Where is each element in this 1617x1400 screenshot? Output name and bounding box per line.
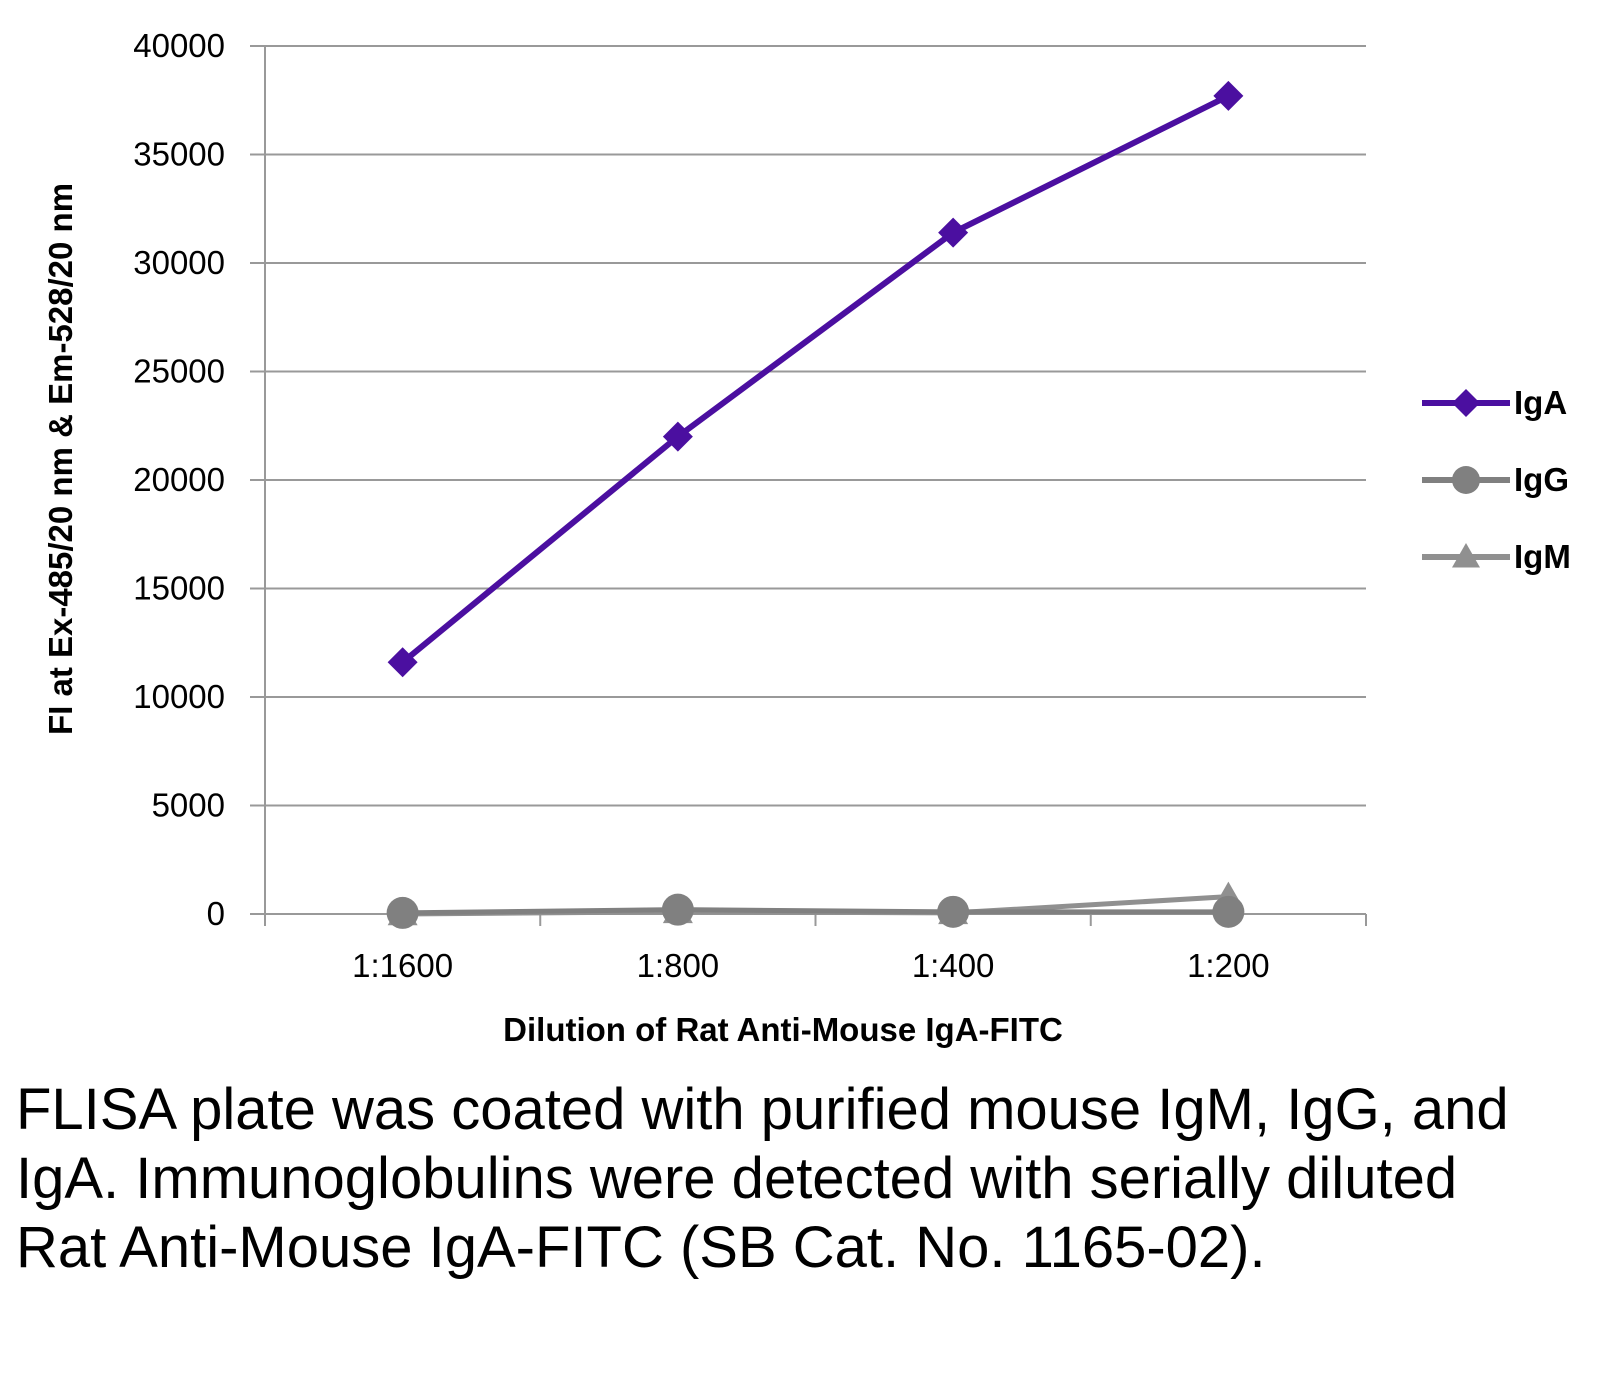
series-layer <box>386 80 1245 929</box>
data-point-igg <box>386 896 419 929</box>
y-axis-title: FI at Ex-485/20 nm & Em-528/20 nm <box>42 183 79 735</box>
figure-caption: FLISA plate was coated with purified mou… <box>16 1077 1509 1280</box>
legend-label-igg: IgG <box>1514 461 1569 498</box>
legend-marker-igg <box>1452 466 1480 494</box>
x-axis-title: Dilution of Rat Anti-Mouse IgA-FITC <box>503 1011 1063 1048</box>
x-axis: 1:1600 1:800 1:400 1:200 <box>250 46 1367 984</box>
line-chart: 0 5000 10000 15000 20000 25000 30000 35000 40000… <box>42 27 1571 1048</box>
data-point-igg <box>1212 895 1245 928</box>
data-point-iga <box>1213 80 1244 111</box>
y-tick-label: 35000 <box>133 136 225 173</box>
data-point-iga <box>938 217 969 248</box>
legend-marker-igm <box>1452 543 1480 568</box>
legend-label-igm: IgM <box>1514 538 1571 575</box>
data-point-igg <box>937 895 970 928</box>
y-axis-ticks: 0 5000 10000 15000 20000 25000 30000 35000 40000 <box>133 27 225 932</box>
x-tick-label: 1:200 <box>1187 947 1270 984</box>
x-tick-label: 1:400 <box>912 947 995 984</box>
y-tick-label: 25000 <box>133 353 225 390</box>
legend-label-iga: IgA <box>1514 384 1567 421</box>
y-tick-label: 20000 <box>133 461 225 498</box>
y-tick-label: 30000 <box>133 244 225 281</box>
y-tick-label: 10000 <box>133 678 225 715</box>
legend: IgA IgG IgM <box>1422 384 1571 575</box>
y-tick-label: 0 <box>207 895 225 932</box>
data-point-iga <box>662 421 693 452</box>
gridlines <box>250 45 1366 807</box>
x-tick-label: 1:800 <box>637 947 720 984</box>
data-point-iga <box>387 647 418 678</box>
y-tick-label: 15000 <box>133 570 225 607</box>
x-tick-label: 1:1600 <box>352 947 453 984</box>
legend-marker-iga <box>1452 389 1480 417</box>
data-point-igg <box>661 893 694 926</box>
y-tick-label: 40000 <box>133 27 225 64</box>
series-line-igg <box>402 907 1229 916</box>
y-tick-label: 5000 <box>152 787 225 824</box>
series-line-iga <box>400 93 1230 665</box>
